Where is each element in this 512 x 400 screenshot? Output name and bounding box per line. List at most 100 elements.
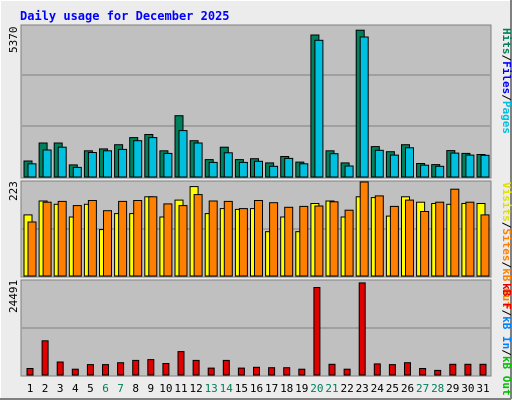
x-tick-label: 29 [446,382,459,395]
x-tick-label: 7 [117,382,124,395]
bar-sites [72,205,82,277]
bar-sites [42,201,52,277]
x-tick-label: 22 [340,382,353,395]
bar-kbf [26,368,34,376]
bar-kbf [373,363,381,376]
x-tick-label: 13 [205,382,218,395]
bar-pages [42,149,52,178]
bar-sites [374,195,384,277]
bar-sites [405,199,414,277]
bar-kbf [192,359,200,376]
bar-kbf [328,363,336,376]
bar-sites [314,205,324,277]
bar-sites [87,200,97,277]
bar-sites [103,210,112,277]
chart-title: Daily usage for December 2025 [20,9,230,23]
bar-sites [420,211,430,277]
bar-kbf [268,367,276,376]
bar-pages [208,161,218,178]
bar-pages [193,142,203,178]
bar-pages [299,163,309,178]
bar-sites [27,221,37,277]
bar-pages [450,152,460,178]
bar-kbf [132,359,140,376]
x-tick-label: 11 [174,382,187,395]
legend-segment: kB Out [500,268,512,308]
bar-sites [193,194,203,277]
legend-segment: / [500,310,512,317]
bar-pages [269,165,279,178]
bar-kbf [419,368,427,376]
bar-kbf [283,367,291,376]
bar-kbf [479,363,487,376]
x-tick-label: 17 [265,382,278,395]
bar-pages [103,150,112,178]
bar-sites [465,201,475,277]
chart-bars [23,29,490,376]
legend-segment: / [500,222,512,229]
x-tick-label: 4 [72,382,79,395]
bar-pages [465,154,475,178]
bar-kbf [404,362,411,376]
legend-segment: Files [500,61,512,94]
bar-pages [87,152,97,178]
bar-sites [269,202,279,277]
bar-kbf [222,359,230,376]
bar-sites [389,205,399,277]
bar-pages [148,137,158,178]
bar-kbf [343,368,351,376]
bar-pages [329,153,339,178]
x-tick-label: 15 [235,382,248,395]
bar-pages [284,157,294,178]
legend-segment: / [500,55,512,62]
bar-sites [329,201,339,277]
bar-kbf [358,282,366,376]
bar-sites [450,188,460,277]
bar-pages [118,148,128,178]
bar-pages [389,154,399,178]
bar-pages [344,165,354,178]
bar-kbf [147,359,155,376]
bar-kbf [388,364,396,376]
bar-sites [118,200,128,277]
x-tick-label: 12 [189,382,202,395]
panel-hits-legend: Hits/Files/Pages [500,28,512,134]
x-tick-label: 14 [220,382,234,395]
x-tick-label: 21 [325,382,338,395]
legend-segment: kB In [500,316,512,349]
bar-pages [405,147,414,178]
bar-kbf [434,369,442,376]
bar-kbf [56,361,64,376]
bar-pages [435,165,445,178]
bar-pages [254,160,263,178]
x-tick-label: 16 [250,382,263,395]
bar-sites [299,205,309,277]
bar-pages [359,36,369,178]
bar-sites [344,209,354,277]
x-tick-label: 2 [42,382,49,395]
bar-sites [480,214,490,277]
bar-sites [359,181,369,277]
x-tick-label: 27 [416,382,429,395]
bar-pages [178,130,188,178]
bar-kbf [177,351,185,376]
bar-kbf [86,364,94,376]
x-tick-label: 5 [87,382,94,395]
bar-kbf [162,363,170,376]
x-tick-label: 8 [132,382,139,395]
bar-kbf [237,367,245,376]
bar-sites [133,200,143,277]
bar-kbf [313,287,321,376]
bar-pages [238,161,248,178]
x-tick-label: 28 [431,382,444,395]
x-tick-label: 1 [27,382,34,395]
legend-segment: Visits [500,182,512,222]
legend-segment: / [500,262,512,269]
legend-segment: kB F [500,283,512,310]
bar-sites [284,206,294,277]
x-tick-label: 26 [401,382,414,395]
bar-sites [163,203,173,277]
panel-kbf-ymax-label: 24491 [7,280,20,313]
bar-kbf [464,363,472,376]
bar-sites [254,200,263,277]
